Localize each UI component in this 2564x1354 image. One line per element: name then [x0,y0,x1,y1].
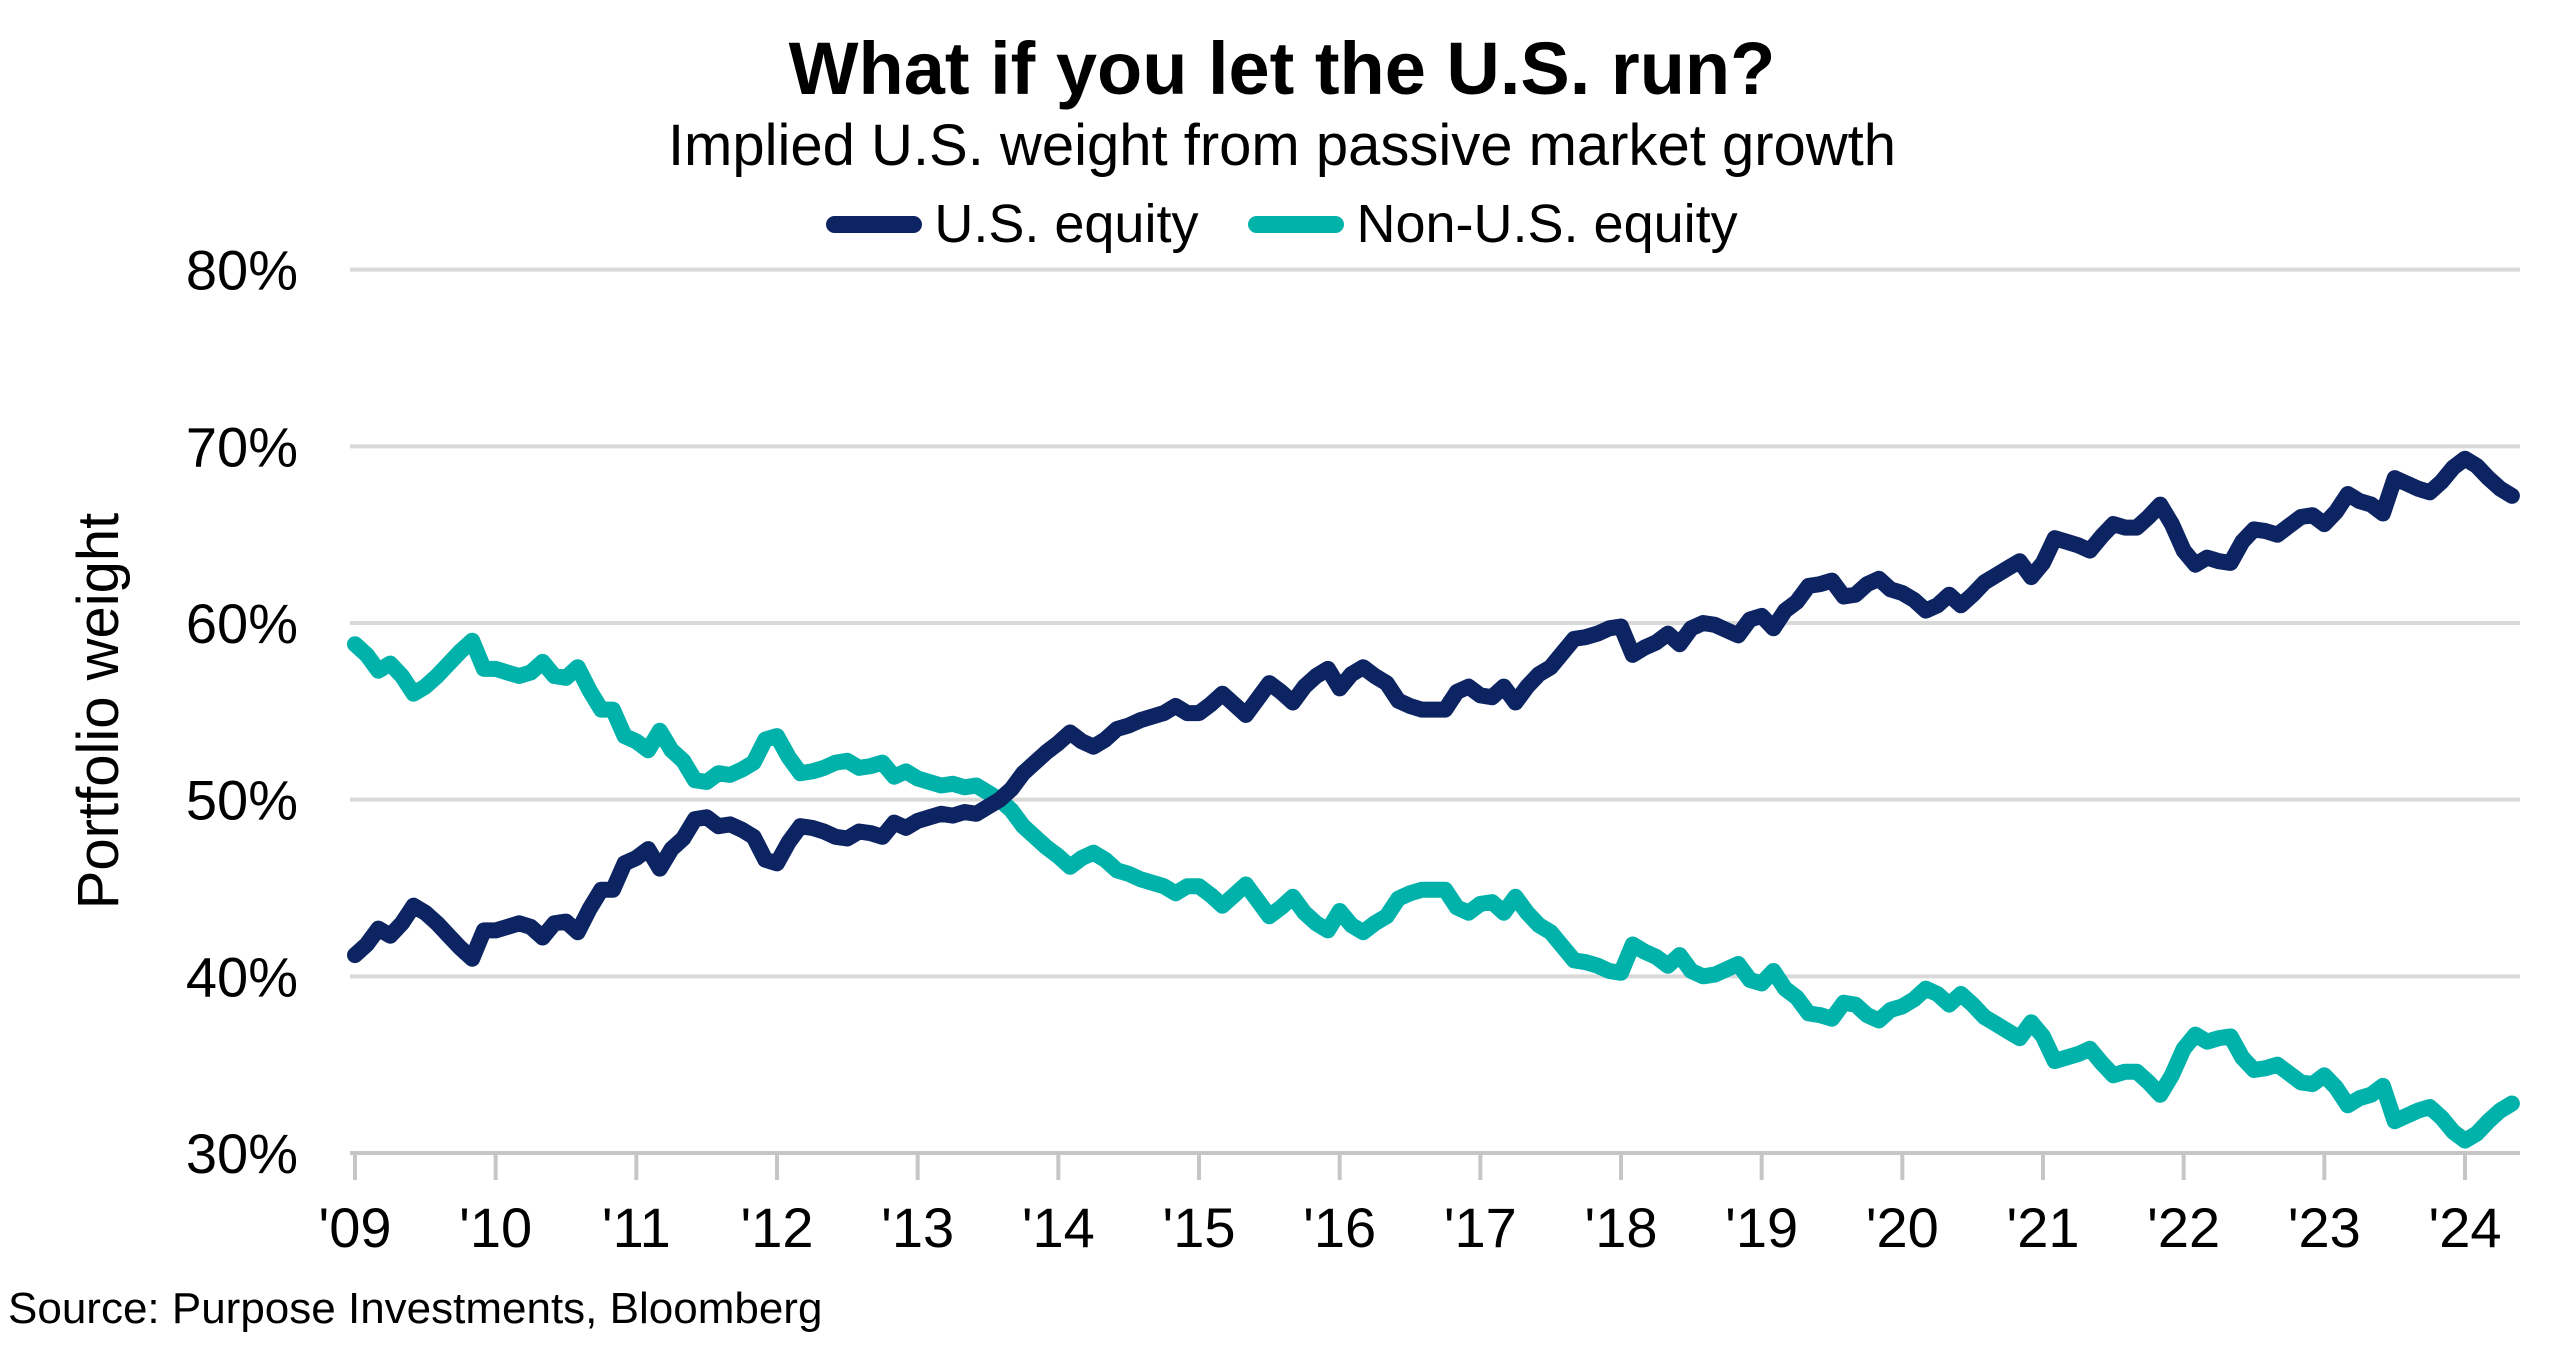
non-us-equity-swatch [1248,215,1345,233]
y-tick-label-80: 80% [186,239,298,302]
source-note: Source: Purpose Investments, Bloomberg [8,1284,823,1333]
x-tick-label-14: '14 [1022,1196,1095,1259]
x-tick-label-10: '10 [459,1196,532,1259]
y-tick-label-40: 40% [186,945,298,1008]
x-tick-label-17: '17 [1444,1196,1517,1259]
non-us-equity-label: Non-U.S. equity [1356,194,1738,254]
x-tick-label-15: '15 [1163,1196,1236,1259]
y-tick-label-70: 70% [186,415,298,478]
x-tick-label-21: '21 [2007,1196,2080,1259]
y-tick-label-50: 50% [186,769,298,832]
chart-title: What if you let the U.S. run? [788,27,1776,110]
non-u-s-equity-line [347,632,2520,1149]
us-equity-swatch [826,215,923,233]
x-tick-label-13: '13 [881,1196,954,1259]
x-tick-label-23: '23 [2288,1196,2361,1259]
x-tick-label-09: '09 [319,1196,392,1259]
x-tick-label-12: '12 [741,1196,814,1259]
x-tick-label-22: '22 [2147,1196,2220,1259]
x-tick-label-16: '16 [1303,1196,1376,1259]
y-tick-label-60: 60% [186,592,298,655]
x-tick-label-24: '24 [2429,1196,2502,1259]
u-s-equity-line [347,450,2520,967]
x-tick-label-18: '18 [1585,1196,1658,1259]
x-tick-label-20: '20 [1866,1196,1939,1259]
y-tick-label-30: 30% [186,1122,298,1185]
y-axis-title: Portfolio weight [66,513,131,910]
legend: U.S. equity Non-U.S. equity [0,192,2564,256]
chart-subtitle: Implied U.S. weight from passive market … [667,113,1897,178]
legend-item-us-equity: U.S. equity [826,193,1198,255]
x-tick-label-19: '19 [1725,1196,1798,1259]
x-tick-label-11: '11 [602,1196,671,1259]
us-equity-label: U.S. equity [934,194,1199,254]
legend-item-non-us-equity: Non-U.S. equity [1248,193,1738,255]
